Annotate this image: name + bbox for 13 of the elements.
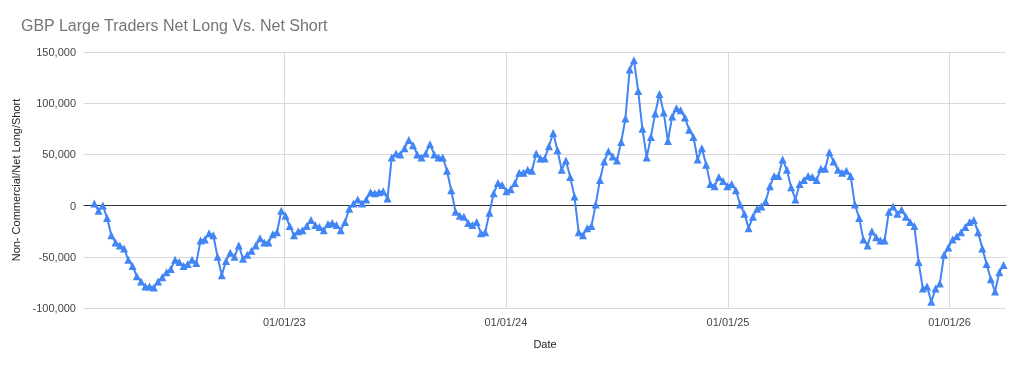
y-tick-label: 50,000 <box>42 148 76 161</box>
y-axis-title: Non- Commercial/Net Long/Short <box>10 98 23 262</box>
x-tick-label: 01/01/23 <box>262 315 306 328</box>
y-tick-label: -50,000 <box>38 250 76 263</box>
chart-title: GBP Large Traders Net Long Vs. Net Short <box>21 16 329 34</box>
y-tick-label: -100,000 <box>32 302 76 314</box>
y-tick-label: 0 <box>69 199 76 212</box>
x-tick-label: 01/01/25 <box>706 315 750 328</box>
x-tick-label: 01/01/26 <box>928 315 971 328</box>
y-tick-label: 100,000 <box>36 97 76 110</box>
x-axis-title: Date <box>533 337 557 350</box>
x-tick-label: 01/01/24 <box>484 315 528 328</box>
y-tick-label: 150,000 <box>36 46 76 58</box>
